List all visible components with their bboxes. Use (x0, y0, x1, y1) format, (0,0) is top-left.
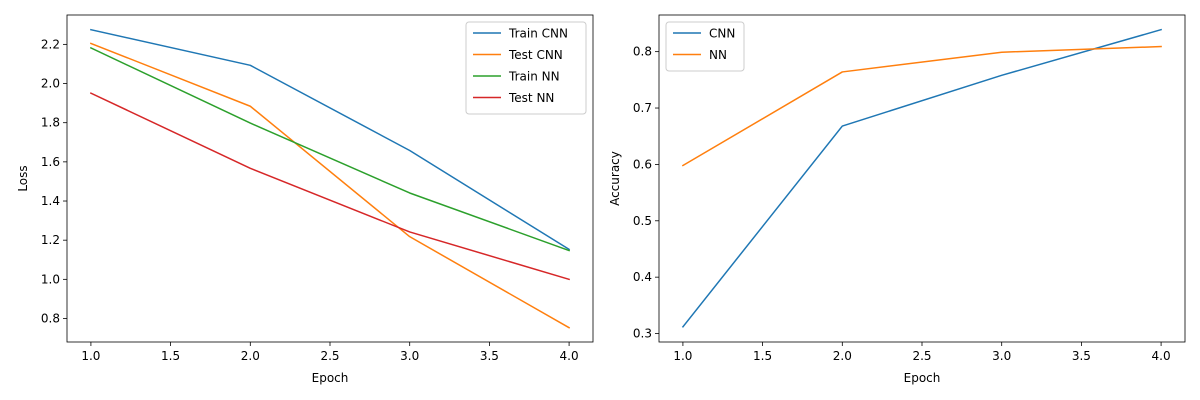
loss-chart-panel: 1.0 1.5 2.0 2.5 3.0 3.5 4.0 0.8 1.0 1.2 1.4 1.6 1.8 2… (16, 14, 594, 385)
accuracy-y-axis-label: Accuracy (608, 151, 622, 206)
loss-x-tick-label: 1.5 (161, 349, 180, 363)
accuracy-x-tick-label: 3.5 (1072, 349, 1091, 363)
accuracy-legend-label: NN (709, 48, 727, 62)
loss-legend-label: Train NN (508, 70, 560, 84)
accuracy-y-tick-label: 0.8 (633, 45, 652, 59)
accuracy-x-axis-label: Epoch (904, 371, 941, 385)
accuracy-legend-box (665, 21, 745, 72)
loss-series-line-test-cnn (89, 42, 571, 329)
accuracy-x-tick-label: 3.0 (992, 349, 1011, 363)
accuracy-series-line-cnn (681, 28, 1163, 328)
loss-x-tick-label: 2.0 (241, 349, 260, 363)
accuracy-series-line-nn (681, 45, 1162, 167)
loss-legend-label: Train CNN (508, 27, 568, 41)
loss-legend: Train CNN Test CNN Train NN Test NN (465, 21, 587, 115)
accuracy-y-tick-label: 0.3 (633, 327, 652, 341)
accuracy-x-tick-label: 2.5 (912, 349, 931, 363)
loss-y-tick-label: 1.0 (41, 272, 60, 286)
accuracy-y-tick-label: 0.5 (633, 214, 652, 228)
loss-x-tick-label: 4.0 (560, 349, 579, 363)
accuracy-legend-label: CNN (709, 27, 735, 41)
loss-y-tick-label: 1.4 (41, 194, 60, 208)
accuracy-y-tick-label: 0.7 (633, 101, 652, 115)
loss-y-axis-label: Loss (16, 165, 30, 191)
accuracy-legend: CNN NN (665, 21, 745, 72)
loss-y-tick-label: 2.2 (41, 37, 60, 51)
accuracy-x-tick-label: 4.0 (1152, 349, 1171, 363)
loss-series-line-train-nn (89, 46, 571, 252)
loss-legend-label: Test NN (508, 91, 554, 105)
accuracy-x-tick-label: 1.0 (673, 349, 692, 363)
loss-x-tick-label: 1.0 (81, 349, 100, 363)
loss-series-line-test-nn (89, 92, 571, 281)
loss-y-tick-label: 2.0 (41, 77, 60, 91)
loss-series-line-train-cnn (90, 28, 571, 251)
loss-x-tick-label: 3.0 (400, 349, 419, 363)
loss-y-tick-label: 1.2 (41, 233, 60, 247)
accuracy-y-tick-label: 0.4 (633, 270, 652, 284)
loss-x-tick-label: 3.5 (480, 349, 499, 363)
loss-x-axis-label: Epoch (312, 371, 349, 385)
accuracy-x-tick-label: 2.0 (833, 349, 852, 363)
loss-x-tick-label: 2.5 (320, 349, 339, 363)
loss-y-tick-label: 0.8 (41, 312, 60, 326)
loss-plot-frame (66, 14, 594, 343)
accuracy-chart-panel: 1.0 1.5 2.0 2.5 3.0 3.5 4.0 0.3 0.4 0.5 0.6 0.7 0.8 E… (608, 14, 1186, 385)
loss-y-tick-label: 1.8 (41, 116, 60, 130)
accuracy-y-tick-label: 0.6 (633, 157, 652, 171)
accuracy-plot-frame (658, 14, 1186, 343)
accuracy-x-tick-label: 1.5 (753, 349, 772, 363)
loss-legend-box (465, 21, 587, 115)
loss-y-tick-label: 1.6 (41, 155, 60, 169)
loss-legend-label: Test CNN (508, 48, 563, 62)
